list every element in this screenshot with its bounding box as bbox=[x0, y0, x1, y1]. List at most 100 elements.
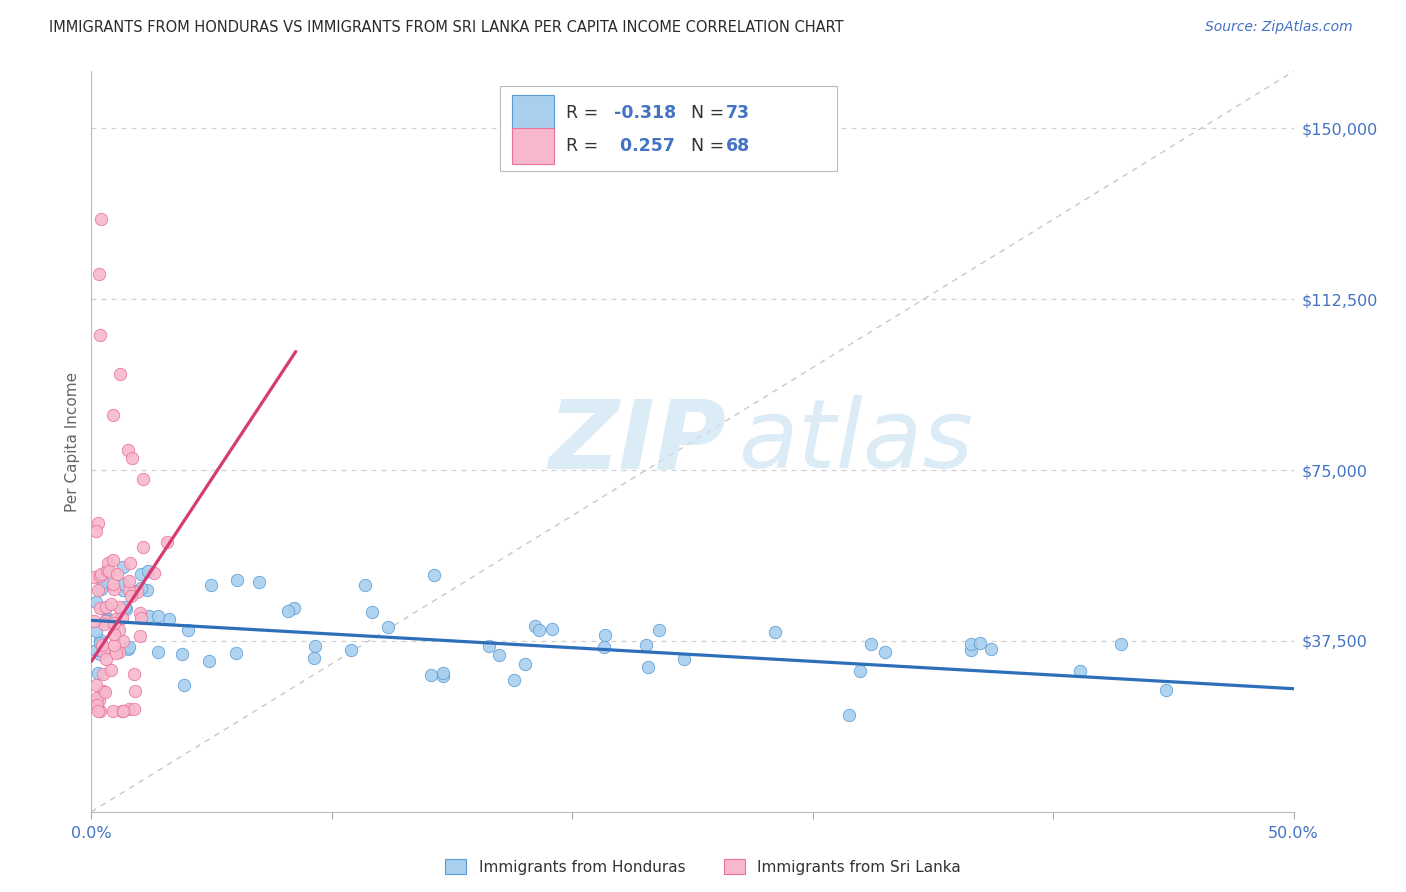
Point bbox=[502, 673, 524, 688]
Point bbox=[118, 583, 141, 598]
Point bbox=[143, 566, 166, 580]
Point bbox=[849, 665, 872, 679]
Point bbox=[148, 608, 170, 623]
Point bbox=[488, 648, 510, 663]
Point bbox=[91, 574, 114, 589]
Text: R =: R = bbox=[567, 137, 605, 155]
Point bbox=[120, 556, 142, 570]
Point bbox=[91, 644, 114, 658]
Text: atlas: atlas bbox=[738, 395, 973, 488]
Point bbox=[94, 685, 117, 699]
Point bbox=[98, 564, 121, 578]
Point bbox=[89, 582, 111, 596]
Point bbox=[111, 705, 134, 719]
Point bbox=[91, 638, 114, 652]
Point bbox=[197, 654, 219, 668]
Point bbox=[170, 647, 193, 661]
Point bbox=[125, 584, 148, 599]
Point bbox=[108, 600, 131, 615]
Point bbox=[157, 612, 180, 626]
FancyBboxPatch shape bbox=[501, 87, 837, 171]
Point bbox=[226, 574, 249, 588]
FancyBboxPatch shape bbox=[512, 128, 554, 164]
Point bbox=[111, 583, 134, 598]
Point bbox=[101, 705, 124, 719]
Point bbox=[513, 657, 536, 671]
Point bbox=[177, 623, 200, 637]
Point bbox=[478, 639, 501, 653]
Point bbox=[94, 615, 117, 629]
Point bbox=[132, 540, 155, 554]
Text: -0.318: -0.318 bbox=[614, 103, 676, 122]
Point bbox=[122, 701, 145, 715]
Text: IMMIGRANTS FROM HONDURAS VS IMMIGRANTS FROM SRI LANKA PER CAPITA INCOME CORRELAT: IMMIGRANTS FROM HONDURAS VS IMMIGRANTS F… bbox=[49, 20, 844, 35]
Point bbox=[361, 605, 384, 619]
Point bbox=[377, 620, 399, 634]
Point bbox=[96, 599, 118, 614]
Point bbox=[87, 583, 110, 598]
Point bbox=[1109, 637, 1132, 651]
Point bbox=[1069, 664, 1091, 678]
Point bbox=[91, 684, 114, 698]
Point bbox=[146, 645, 169, 659]
Text: ZIP: ZIP bbox=[548, 395, 725, 488]
Point bbox=[103, 638, 125, 652]
Point bbox=[339, 643, 361, 657]
Point bbox=[89, 569, 111, 583]
Point bbox=[86, 698, 108, 713]
Point bbox=[354, 578, 377, 592]
Point bbox=[593, 640, 616, 654]
Point bbox=[304, 639, 326, 653]
Point bbox=[103, 615, 125, 630]
Point bbox=[647, 623, 669, 637]
Y-axis label: Per Capita Income: Per Capita Income bbox=[65, 371, 80, 512]
Point bbox=[87, 267, 110, 281]
Point bbox=[138, 609, 160, 624]
Point bbox=[593, 628, 616, 642]
Point bbox=[129, 629, 152, 643]
Point bbox=[131, 581, 153, 595]
Point bbox=[873, 645, 896, 659]
Text: 68: 68 bbox=[725, 137, 751, 155]
Point bbox=[87, 705, 110, 719]
Text: 73: 73 bbox=[725, 103, 751, 122]
Point bbox=[84, 678, 107, 692]
Point bbox=[83, 614, 105, 628]
Point bbox=[637, 659, 659, 673]
Point bbox=[173, 677, 195, 691]
Text: N =: N = bbox=[681, 103, 730, 122]
Point bbox=[432, 665, 454, 680]
Point bbox=[96, 563, 118, 577]
Point bbox=[108, 624, 131, 638]
Point bbox=[93, 617, 115, 632]
Point bbox=[112, 576, 135, 591]
Point bbox=[97, 556, 120, 570]
Point bbox=[87, 665, 110, 680]
Point bbox=[135, 582, 157, 597]
Point bbox=[1154, 683, 1177, 698]
Point bbox=[960, 637, 983, 651]
Point bbox=[959, 642, 981, 657]
Point bbox=[89, 633, 111, 648]
Point bbox=[136, 564, 159, 578]
Point bbox=[225, 646, 247, 660]
Point bbox=[122, 667, 145, 681]
Point bbox=[91, 667, 114, 681]
Point bbox=[101, 553, 124, 567]
Point bbox=[283, 600, 305, 615]
Point bbox=[90, 212, 112, 227]
Point bbox=[111, 560, 134, 574]
Point bbox=[129, 611, 152, 625]
Point bbox=[419, 667, 441, 681]
Point bbox=[115, 602, 138, 616]
Point bbox=[131, 567, 153, 582]
Point bbox=[763, 625, 786, 640]
Point bbox=[423, 568, 446, 582]
FancyBboxPatch shape bbox=[512, 95, 554, 130]
Point bbox=[84, 642, 107, 657]
Point bbox=[101, 577, 124, 591]
Point bbox=[89, 600, 111, 615]
Point bbox=[89, 692, 111, 706]
Point bbox=[111, 705, 134, 719]
Point bbox=[84, 595, 107, 609]
